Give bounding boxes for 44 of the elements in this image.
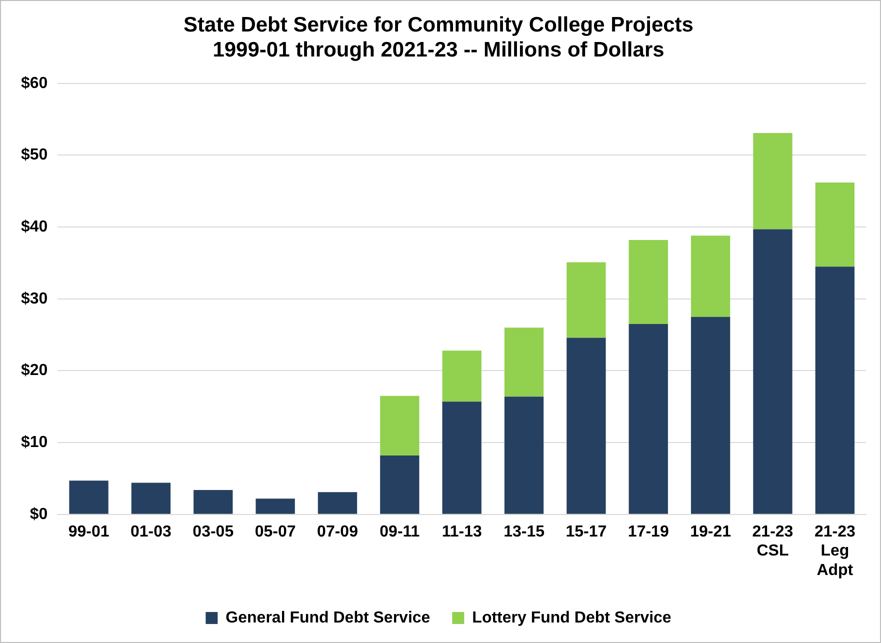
bar — [566, 262, 606, 338]
bar — [628, 324, 668, 514]
bar — [690, 316, 730, 514]
bar — [628, 240, 668, 324]
bar — [753, 132, 792, 230]
y-tick-label: $60 — [20, 74, 48, 92]
y-tick-label: $0 — [30, 506, 48, 523]
chart-title: State Debt Service for Community College Projects 1999-01 through 2021-23 -- Millions of Dollars — [184, 13, 694, 62]
x-tick-label: 01-03 — [130, 523, 172, 540]
legend-label: General Fund Debt Service — [226, 609, 430, 626]
y-tick-label: $50 — [20, 146, 48, 164]
bar — [504, 396, 544, 514]
x-tick-label: 11-13 — [442, 523, 482, 540]
x-tick-label: 21-23 Leg Adpt — [814, 523, 856, 579]
x-tick-label: 03-05 — [192, 523, 234, 540]
x-tick-label: 99-01 — [68, 523, 110, 540]
bar — [380, 396, 420, 456]
x-tick-label: 05-07 — [254, 523, 296, 540]
x-tick-label: 17-19 — [628, 523, 669, 540]
bar — [194, 490, 233, 514]
x-tick-label: 15-17 — [566, 523, 607, 540]
x-tick-label: 09-11 — [380, 523, 420, 540]
bar — [690, 236, 730, 317]
bar — [815, 182, 854, 267]
legend-label: Lottery Fund Debt Service — [472, 609, 672, 626]
y-tick-label: $30 — [20, 290, 48, 308]
bar — [256, 498, 295, 514]
y-tick-label: $20 — [20, 362, 48, 380]
x-tick-label: 13-15 — [504, 523, 545, 540]
bar — [566, 338, 606, 514]
y-tick-label: $40 — [20, 218, 48, 236]
bar — [69, 480, 108, 514]
bar — [442, 350, 482, 402]
x-tick-label: 21-23 CSL — [752, 523, 794, 560]
bar — [318, 492, 358, 514]
x-tick-label: 07-09 — [317, 523, 358, 540]
bar — [815, 266, 854, 514]
bar — [442, 402, 482, 514]
bar — [504, 328, 544, 397]
bar — [380, 455, 420, 514]
y-tick-label: $10 — [20, 434, 48, 451]
bar — [753, 229, 792, 514]
x-tick-label: 19-21 — [690, 523, 732, 540]
bar — [131, 482, 171, 514]
